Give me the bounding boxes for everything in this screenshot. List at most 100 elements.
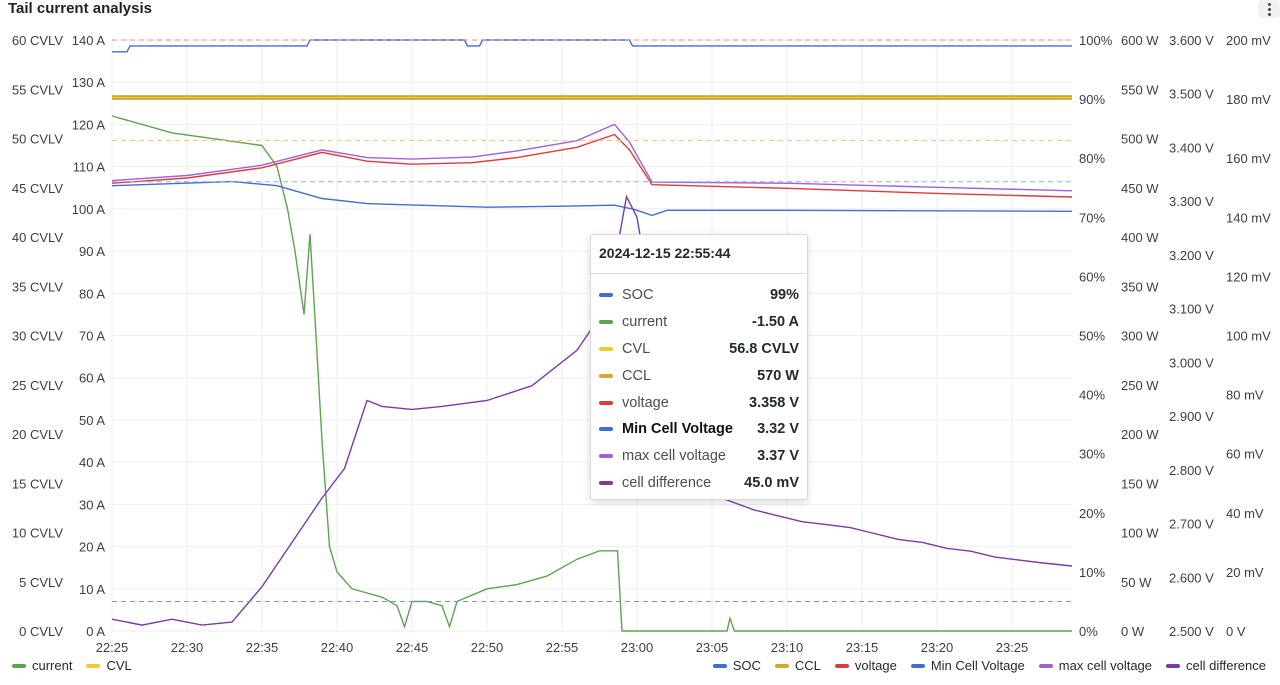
tooltip-row-ccl: CCL 570 W — [599, 362, 799, 389]
y-tick-label-percent: 20% — [1079, 506, 1105, 521]
y-tick-label-amps: 140 A — [72, 33, 106, 48]
tooltip-row-cvl: CVL 56.8 CVLV — [599, 336, 799, 363]
hover-tooltip: 2024-12-15 22:55:44 SOC 99% current -1.50 A… — [590, 234, 808, 500]
tooltip-series-name: voltage — [622, 394, 669, 411]
tooltip-swatch — [599, 320, 613, 325]
y-tick-label-volts: 3.400 V — [1169, 140, 1214, 155]
y-tick-label-volts: 3.100 V — [1169, 302, 1214, 317]
y-tick-label-volts: 3.300 V — [1169, 194, 1214, 209]
x-tick-label: 23:15 — [846, 640, 879, 655]
y-tick-label-cvlv: 20 CVLV — [12, 427, 63, 442]
legend-right: SOC CCL voltage Min Cell Voltage max cell vo… — [712, 658, 1266, 673]
y-tick-label-cvlv: 60 CVLV — [12, 33, 63, 48]
y-tick-label-amps: 60 A — [79, 371, 105, 386]
series-line-max-cell-voltage — [111, 123, 1073, 192]
y-tick-label-cvlv: 55 CVLV — [12, 82, 63, 97]
y-tick-label-amps: 10 A — [79, 582, 105, 597]
y-tick-label-millivolts: 200 mV — [1226, 33, 1271, 48]
y-tick-label-amps: 100 A — [72, 202, 106, 217]
legend-item-cvl[interactable]: CVL — [86, 658, 132, 673]
x-tick-label: 22:55 — [546, 640, 579, 655]
y-tick-label-volts: 3.000 V — [1169, 355, 1214, 370]
y-tick-label-watts: 100 W — [1121, 526, 1159, 541]
x-tick-label: 23:05 — [696, 640, 729, 655]
legend-swatch — [834, 663, 849, 668]
y-tick-label-watts: 550 W — [1121, 82, 1159, 97]
tooltip-series-value: 570 W — [757, 367, 799, 384]
tooltip-row-soc: SOC 99% — [599, 282, 799, 309]
y-tick-label-percent: 50% — [1079, 329, 1105, 344]
y-tick-label-millivolts: 20 mV — [1226, 565, 1264, 580]
y-tick-label-millivolts: 180 mV — [1226, 92, 1271, 107]
tooltip-swatch — [599, 293, 613, 298]
tooltip-swatch — [599, 400, 613, 405]
legend-label: CCL — [794, 658, 821, 673]
y-tick-label-millivolts: 40 mV — [1226, 506, 1264, 521]
y-tick-label-amps: 40 A — [79, 455, 105, 470]
legend-item-current[interactable]: current — [12, 658, 72, 673]
tooltip-series-value: -1.50 A — [751, 314, 799, 331]
y-tick-label-amps: 0 A — [86, 624, 105, 639]
tooltip-row-voltage: voltage 3.358 V — [599, 389, 799, 416]
y-tick-label-amps: 130 A — [72, 75, 106, 90]
series-line-soc — [112, 39, 1072, 53]
y-tick-label-cvlv: 50 CVLV — [12, 132, 63, 147]
legend-label: Min Cell Voltage — [930, 658, 1025, 673]
y-tick-label-millivolts: 80 mV — [1226, 388, 1264, 403]
tooltip-row-min-cell-voltage: Min Cell Voltage 3.32 V — [599, 416, 799, 443]
y-tick-label-millivolts: 60 mV — [1226, 447, 1264, 462]
legend-item-cell-difference[interactable]: cell difference — [1166, 658, 1266, 673]
y-tick-label-amps: 110 A — [73, 160, 106, 175]
x-tick-label: 22:50 — [471, 640, 504, 655]
y-tick-label-watts: 250 W — [1121, 378, 1159, 393]
y-tick-label-watts: 500 W — [1121, 132, 1159, 147]
y-tick-label-watts: 400 W — [1121, 230, 1159, 245]
y-tick-label-volts: 2.500 V — [1169, 624, 1214, 639]
y-tick-label-millivolts: 0 V — [1226, 624, 1246, 639]
legend-left: current CVL — [12, 658, 132, 673]
y-tick-label-percent: 30% — [1079, 447, 1105, 462]
legend-item-voltage[interactable]: voltage — [834, 658, 897, 673]
legend-swatch — [86, 663, 101, 668]
y-tick-label-watts: 350 W — [1121, 279, 1159, 294]
legend-swatch — [1038, 663, 1053, 668]
panel-menu-icon[interactable] — [1258, 0, 1280, 18]
legend-label: max cell voltage — [1058, 658, 1153, 673]
legend-label: current — [32, 658, 73, 673]
legend-item-soc[interactable]: SOC — [712, 658, 761, 673]
x-tick-label: 22:45 — [396, 640, 429, 655]
tooltip-swatch — [599, 346, 613, 351]
x-tick-label: 23:10 — [771, 640, 804, 655]
tooltip-series-value: 3.37 V — [757, 448, 799, 465]
legend-swatch — [712, 663, 727, 668]
tooltip-series-value: 3.358 V — [749, 394, 799, 411]
y-tick-label-amps: 20 A — [79, 540, 105, 555]
legend-item-ccl[interactable]: CCL — [774, 658, 821, 673]
y-tick-label-volts: 2.900 V — [1169, 409, 1214, 424]
x-tick-label: 23:20 — [921, 640, 954, 655]
y-tick-label-amps: 30 A — [79, 497, 105, 512]
legend-swatch — [910, 663, 925, 668]
y-tick-label-amps: 120 A — [72, 117, 106, 132]
y-tick-label-cvlv: 35 CVLV — [12, 279, 63, 294]
series-line-voltage — [111, 133, 1073, 198]
y-tick-label-watts: 50 W — [1121, 575, 1152, 590]
axis-ticks: 22:25 22:30 22:35 22:40 22:45 22:50 22:55 23:00… — [12, 33, 1271, 655]
y-tick-label-cvlv: 0 CVLV — [19, 624, 63, 639]
y-tick-label-amps: 50 A — [79, 413, 105, 428]
legend-item-max-cell-voltage[interactable]: max cell voltage — [1038, 658, 1153, 673]
tooltip-series-value: 56.8 CVLV — [729, 340, 799, 357]
tooltip-series-name: CVL — [622, 340, 651, 357]
y-tick-label-percent: 70% — [1079, 210, 1105, 225]
legend-label: CVL — [106, 658, 132, 673]
y-tick-label-millivolts: 120 mV — [1226, 269, 1271, 284]
x-tick-label: 22:25 — [96, 640, 129, 655]
legend-swatch — [12, 663, 26, 668]
y-tick-label-cvlv: 30 CVLV — [12, 329, 63, 344]
y-tick-label-percent: 0% — [1079, 624, 1098, 639]
y-tick-label-volts: 2.800 V — [1169, 463, 1214, 478]
x-tick-label: 23:00 — [621, 640, 654, 655]
y-tick-label-volts: 3.200 V — [1169, 248, 1214, 263]
legend-item-min-cell-voltage[interactable]: Min Cell Voltage — [910, 658, 1025, 673]
y-tick-label-cvlv: 15 CVLV — [12, 476, 63, 491]
